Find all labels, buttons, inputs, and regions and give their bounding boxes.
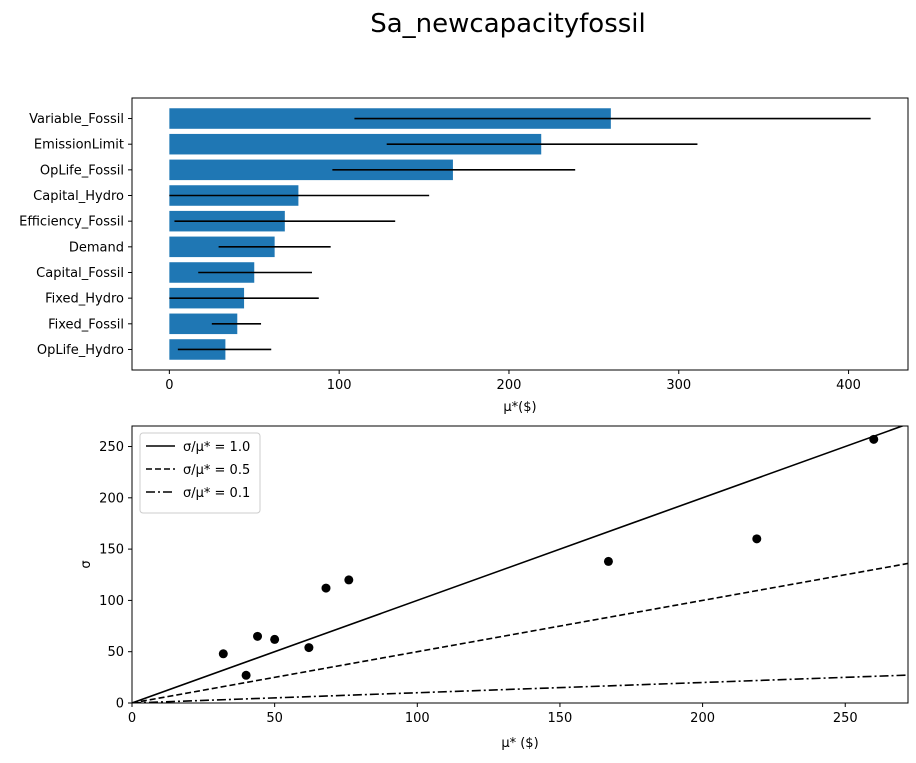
y-tick-label: Fixed_Fossil: [48, 317, 124, 332]
x-tick-label: 200: [497, 378, 522, 393]
legend: σ/μ* = 1.0 σ/μ* = 0.5 σ/μ* = 0.1: [139, 432, 261, 514]
x-tick-label: 300: [666, 378, 691, 393]
x-axis-label: μ*($): [503, 400, 536, 415]
legend-label: σ/μ* = 0.5: [183, 463, 250, 478]
y-tick-label: OpLife_Hydro: [37, 343, 124, 358]
x-tick-label: 0: [165, 378, 173, 393]
y-tick-label: Capital_Fossil: [36, 266, 124, 281]
legend-label: σ/μ* = 1.0: [183, 440, 250, 455]
legend-label: σ/μ* = 0.1: [183, 486, 250, 501]
legend-box: [139, 432, 261, 514]
y-tick-label: 150: [99, 543, 124, 558]
bar-Fixed_Fossil: [169, 313, 238, 335]
y-tick-label: EmissionLimit: [34, 138, 124, 153]
y-tick-label: Variable_Fossil: [29, 112, 124, 127]
x-tick-label: 50: [266, 711, 283, 726]
x-tick-label: 100: [327, 378, 352, 393]
ratio-line-1: [132, 426, 905, 703]
y-tick-label: 100: [99, 594, 124, 609]
bar-EmissionLimit: [169, 133, 542, 155]
scatter-point: [603, 556, 613, 566]
scatter-point: [752, 534, 762, 544]
ratio-line-0.1: [132, 674, 908, 703]
scatter-point: [270, 634, 280, 644]
y-tick-label: Fixed_Hydro: [45, 292, 124, 307]
y-tick-label: 50: [107, 645, 124, 660]
x-tick-label: 250: [833, 711, 858, 726]
figure-title: Sa_newcapacityfossil: [370, 9, 646, 39]
scatter-chart-frame: [131, 425, 909, 704]
scatter-point: [869, 434, 879, 444]
y-tick-label: 0: [116, 697, 124, 712]
y-axis-label: σ: [79, 560, 94, 568]
x-axis-label: μ* ($): [501, 736, 538, 751]
reference-lines: [132, 426, 908, 703]
x-tick-label: 0: [128, 711, 136, 726]
x-tick-label: 400: [836, 378, 861, 393]
x-tick-label: 200: [690, 711, 715, 726]
y-tick-label: Capital_Hydro: [33, 189, 124, 204]
scatter-point: [241, 670, 251, 680]
bar-OpLife_Fossil: [169, 159, 453, 181]
scatter-point: [253, 631, 263, 641]
x-tick-label: 150: [548, 711, 573, 726]
ratio-line-0.5: [132, 562, 908, 703]
scatter-point: [344, 575, 354, 585]
y-tick-label: 200: [99, 491, 124, 506]
y-tick-label: Demand: [69, 240, 124, 255]
bar-chart-frame: [131, 97, 909, 371]
x-tick-label: 100: [405, 711, 430, 726]
scatter-point: [218, 649, 228, 659]
scatter-point: [304, 643, 314, 653]
scatter-chart-axes: 0 50 100 150 200 250 0 50 100 150 200 250 μ* ($) σ σ/μ…: [79, 425, 909, 751]
bar-chart-axes: Variable_Fossil EmissionLimit OpLife_Fossi…: [19, 97, 909, 415]
y-tick-label: Efficiency_Fossil: [19, 215, 124, 230]
scatter-point: [321, 583, 331, 593]
y-tick-label: OpLife_Fossil: [40, 163, 124, 178]
y-tick-label: 250: [99, 440, 124, 455]
